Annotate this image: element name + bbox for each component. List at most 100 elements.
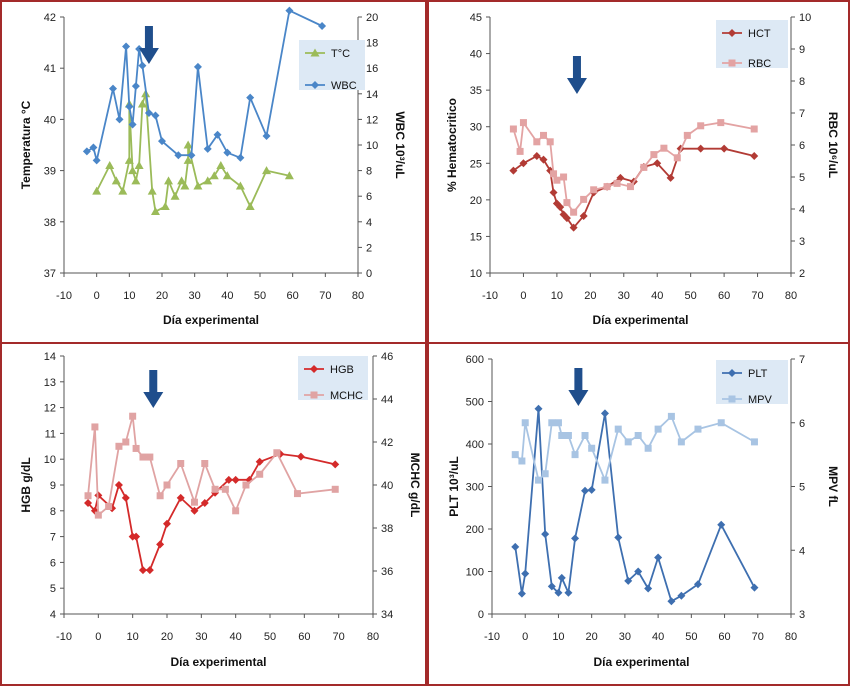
data-point [677, 438, 685, 446]
legend-item: MCHC [304, 390, 363, 402]
data-point [190, 506, 199, 515]
legend-marker [728, 369, 736, 377]
data-point [216, 160, 226, 169]
legend-marker [728, 395, 736, 403]
y-left-tick-label: 41 [44, 63, 56, 75]
data-point [242, 481, 250, 489]
data-point [634, 567, 643, 576]
y-left-tick-label: 15 [470, 231, 482, 243]
y-right-tick-label: 6 [799, 140, 805, 152]
data-point [541, 530, 550, 539]
data-point [683, 131, 691, 139]
data-point [132, 444, 140, 452]
data-point [521, 569, 530, 578]
data-point [224, 475, 233, 484]
data-point [203, 144, 212, 153]
legend-label: HCT [748, 28, 771, 40]
data-point [122, 438, 130, 446]
series-mpv [511, 412, 758, 484]
data-point [552, 199, 561, 208]
event-arrow-icon [138, 26, 159, 64]
y-left-tick-label: 39 [44, 166, 56, 178]
x-tick-label: 10 [551, 290, 563, 302]
y-right-tick-label: 42 [381, 437, 393, 449]
data-point [115, 442, 123, 450]
data-point [203, 176, 213, 185]
y-axis-left-label: PLT 10³/uL [447, 456, 461, 516]
data-point [549, 188, 558, 197]
y-axis-right-label: MPV fL [826, 466, 840, 507]
data-point [717, 419, 725, 427]
data-point [535, 476, 543, 484]
y-right-tick-label: 20 [366, 12, 378, 24]
data-point [667, 597, 676, 606]
y-right-tick-label: 14 [366, 89, 378, 101]
y-left-tick-label: 200 [466, 524, 484, 536]
data-point [262, 132, 271, 141]
data-point [246, 93, 255, 102]
chart-panel-temperature-wbc: -10 0 10 20 30 40 50 60 70 80 37 38 39 40 41 42 0 2 4 6 8 10 1… [0, 0, 427, 344]
data-point [539, 155, 548, 164]
data-point [548, 419, 556, 427]
x-tick-label: 40 [651, 290, 663, 302]
series-hgb [84, 450, 340, 575]
data-point [693, 580, 702, 589]
data-point [245, 201, 255, 210]
legend-box [298, 356, 368, 400]
x-tick-label: 60 [287, 290, 299, 302]
data-point [318, 21, 327, 30]
y-right-tick-label: 6 [799, 418, 805, 430]
data-point [516, 147, 524, 155]
data-point [296, 452, 305, 461]
data-point [564, 588, 573, 597]
data-point [163, 519, 171, 528]
data-point [128, 166, 138, 175]
legend-marker [310, 48, 320, 57]
x-tick-label: 10 [123, 290, 135, 302]
data-point [111, 176, 121, 185]
data-point [579, 211, 588, 220]
x-tick-label: 30 [619, 631, 631, 643]
y-left-tick-label: 600 [466, 354, 484, 366]
y-axis-right-label: MCHC g/dL [408, 453, 422, 518]
data-point [124, 155, 134, 164]
data-point [696, 144, 705, 153]
data-point [128, 120, 137, 129]
data-point [84, 492, 92, 500]
y-axis-right-label: RBC 10⁶/uL [826, 112, 840, 178]
x-axis-label: Día experimental [170, 655, 266, 669]
data-point [284, 171, 294, 180]
y-left-tick-label: 8 [50, 506, 56, 518]
series-mchc [84, 412, 339, 519]
x-tick-label: 0 [522, 631, 528, 643]
data-point [132, 532, 141, 541]
y-right-tick-label: 44 [381, 394, 393, 406]
data-point [94, 511, 102, 519]
data-point [139, 453, 147, 461]
y-left-tick-label: 37 [44, 268, 56, 280]
data-point [553, 176, 561, 184]
data-point [92, 186, 102, 195]
legend-label: MCHC [330, 390, 363, 402]
data-point [644, 584, 653, 593]
data-point [556, 203, 565, 212]
x-tick-label: -10 [482, 290, 498, 302]
data-point [138, 566, 147, 575]
data-point [653, 159, 662, 168]
data-point [614, 425, 622, 433]
chart-panel-plt-mpv: -10 0 10 20 30 40 50 60 70 80 0 100 200 300 400 500 600 3… [427, 342, 850, 686]
data-point [634, 432, 642, 439]
data-point [137, 99, 147, 108]
data-point [570, 208, 578, 216]
y-left-tick-label: 10 [44, 454, 56, 466]
legend-marker [310, 365, 318, 373]
legend-item: HGB [304, 364, 354, 376]
data-point [183, 155, 193, 164]
data-point [129, 412, 137, 420]
data-point [256, 470, 264, 478]
data-point [558, 432, 566, 439]
y-left-tick-label: 100 [466, 567, 484, 579]
data-point [236, 153, 245, 162]
data-point [554, 419, 562, 427]
y-left-tick-label: 40 [470, 49, 482, 61]
